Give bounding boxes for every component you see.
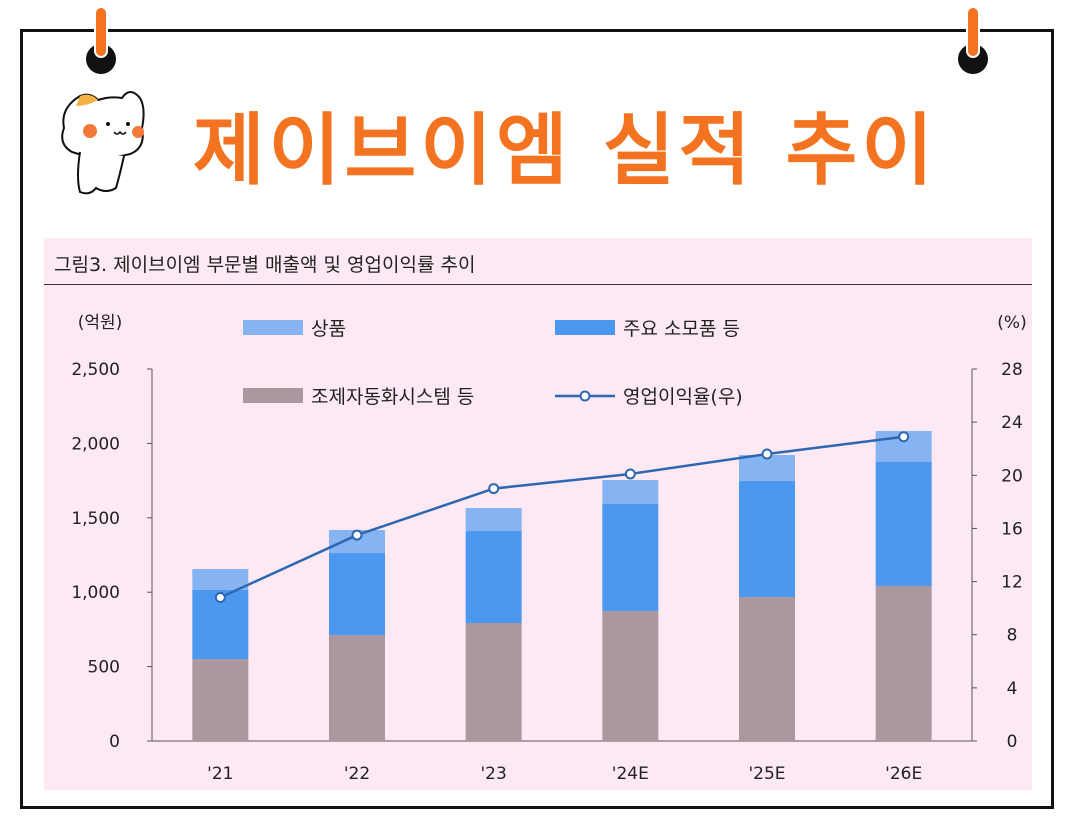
y2-tick-label: 16 [1001, 519, 1023, 539]
y2-tick-label: 20 [1001, 466, 1023, 486]
y-tick-label: 2,000 [71, 434, 120, 454]
bar-segment [602, 610, 659, 741]
line-point [214, 592, 226, 604]
legend-marker [579, 390, 591, 402]
line-point [898, 431, 910, 443]
x-tick-label: '24E [612, 764, 649, 784]
y2-tick-label: 8 [1007, 626, 1018, 646]
bar-segment [602, 480, 659, 504]
line-series [219, 435, 904, 599]
line-point [761, 448, 773, 460]
legend-swatch [243, 320, 303, 335]
bar-segment [739, 596, 795, 741]
bar-segment [875, 462, 932, 586]
legend-label: 상품 [311, 318, 346, 340]
bar-segment [192, 659, 249, 741]
x-tick-label: '25E [748, 764, 785, 784]
bar-segment [739, 481, 795, 597]
bar-segment [329, 553, 385, 636]
x-tick-label: '26E [885, 764, 922, 784]
y-tick-label: 500 [88, 658, 120, 678]
y-tick-label: 0 [109, 732, 120, 752]
bar-segment [875, 585, 932, 741]
clip-left-icon [94, 6, 108, 58]
bar-segment [602, 503, 659, 611]
legend-label: 조제자동화시스템 등 [311, 386, 474, 408]
y2-tick-label: 24 [1001, 413, 1023, 433]
y2-axis-label: (%) [997, 313, 1026, 333]
bar-segment [192, 568, 249, 590]
bar-segment [465, 531, 522, 624]
y2-tick-label: 4 [1007, 679, 1018, 699]
y2-tick-label: 28 [1001, 360, 1023, 380]
card-frame [20, 29, 1054, 809]
x-tick-label: '22 [344, 764, 370, 784]
cat-mascot-icon [61, 91, 145, 195]
legend-label: 영업이익율(우) [623, 386, 743, 408]
x-tick-label: '23 [481, 764, 507, 784]
y2-tick-label: 12 [1001, 573, 1023, 593]
bar-segment [465, 623, 522, 741]
line-point [624, 468, 636, 480]
figure-title: 그림3. 제이브이엠 부문별 매출액 및 영업이익률 추이 [54, 254, 476, 276]
clip-right-icon [966, 6, 980, 58]
y-axis-label: (억원) [78, 313, 123, 333]
y-tick-label: 1,500 [71, 509, 120, 529]
title-divider [44, 284, 1032, 285]
line-point [351, 529, 363, 541]
legend-label: 주요 소모품 등 [623, 318, 740, 340]
bar-segment [465, 507, 522, 532]
page-title: 제이브이엠 실적 추이 [192, 106, 938, 196]
y-tick-label: 2,500 [71, 360, 120, 380]
bar-segment [329, 530, 385, 554]
line-point [488, 483, 500, 495]
y-tick-label: 1,000 [71, 583, 120, 603]
legend-swatch [555, 320, 615, 335]
x-tick-label: '21 [207, 764, 233, 784]
bar-segment [329, 635, 385, 741]
legend-swatch [243, 388, 303, 403]
y2-tick-label: 0 [1007, 732, 1018, 752]
